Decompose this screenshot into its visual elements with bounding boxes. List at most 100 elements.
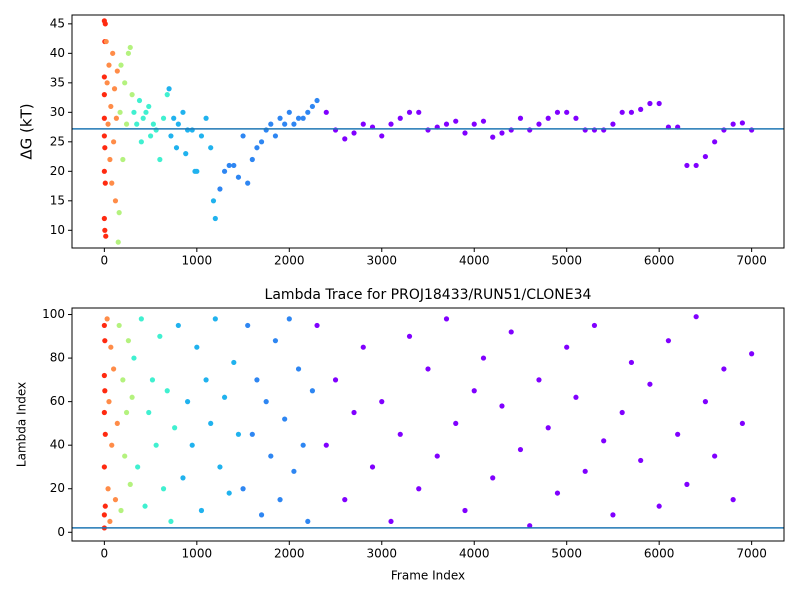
point xyxy=(309,388,316,394)
y-tick-label: 60 xyxy=(50,394,65,408)
x-tick-label: 1000 xyxy=(182,254,213,268)
point xyxy=(517,446,524,453)
x-tick-label: 2000 xyxy=(274,547,305,561)
point xyxy=(245,180,251,186)
point xyxy=(471,121,477,127)
point xyxy=(104,80,110,86)
point xyxy=(712,139,718,145)
point xyxy=(117,109,123,115)
point xyxy=(545,115,551,121)
x-tick-label: 0 xyxy=(101,254,109,268)
point xyxy=(149,377,156,383)
points xyxy=(101,18,755,245)
point xyxy=(249,156,255,163)
point xyxy=(103,233,109,239)
y-axis-label: ΔG (kT) xyxy=(18,103,36,159)
point xyxy=(406,109,413,115)
point xyxy=(564,344,570,350)
point xyxy=(573,394,579,400)
point xyxy=(123,121,130,127)
point xyxy=(453,118,459,124)
point xyxy=(102,180,108,186)
point xyxy=(107,518,113,525)
point xyxy=(693,314,699,320)
point xyxy=(116,210,122,216)
x-tick-label: 0 xyxy=(101,547,109,561)
point xyxy=(138,139,144,145)
point xyxy=(101,464,107,470)
point xyxy=(305,109,311,115)
chart-title: Lambda Trace for PROJ18433/RUN51/CLONE34 xyxy=(265,287,592,303)
x-tick-label: 5000 xyxy=(551,547,582,561)
point xyxy=(102,227,108,233)
point xyxy=(198,133,205,139)
point xyxy=(194,344,200,350)
point xyxy=(471,388,477,394)
point xyxy=(282,416,288,422)
point xyxy=(101,92,107,98)
x-tick-label: 2000 xyxy=(274,254,305,268)
point xyxy=(114,68,120,74)
point xyxy=(221,168,228,174)
point xyxy=(490,475,496,481)
point xyxy=(309,103,316,110)
point xyxy=(379,133,385,139)
point xyxy=(295,115,302,121)
point xyxy=(102,503,108,509)
point xyxy=(499,130,505,136)
point xyxy=(730,121,736,127)
y-tick-label: 35 xyxy=(50,75,65,89)
point xyxy=(175,322,181,329)
x-tick-label: 3000 xyxy=(366,254,397,268)
point xyxy=(610,121,616,127)
axes: 0 1000 2000 3000 4000 5000 6000 7000 0 20 40 60 80 10… xyxy=(15,287,785,583)
x-tick-label: 7000 xyxy=(736,547,767,561)
point xyxy=(105,486,111,492)
point xyxy=(610,512,616,518)
point xyxy=(101,322,107,329)
point xyxy=(107,156,113,163)
point xyxy=(180,109,186,115)
point xyxy=(172,425,178,431)
point xyxy=(101,115,107,121)
point xyxy=(120,377,126,383)
point xyxy=(647,381,653,387)
point xyxy=(194,168,200,174)
point xyxy=(111,86,118,92)
point xyxy=(140,115,146,121)
point xyxy=(721,366,727,372)
point xyxy=(693,162,699,169)
point xyxy=(120,156,126,163)
point xyxy=(166,86,172,92)
point xyxy=(125,338,132,344)
y-tick-label: 25 xyxy=(50,134,65,148)
x-tick-label: 4000 xyxy=(459,254,490,268)
point xyxy=(277,497,283,503)
point xyxy=(291,468,297,474)
point xyxy=(109,180,115,186)
point xyxy=(517,115,524,121)
point xyxy=(730,497,736,503)
point xyxy=(582,468,588,474)
point xyxy=(406,333,413,339)
point xyxy=(160,115,167,121)
point xyxy=(108,344,114,350)
point xyxy=(157,333,163,339)
point xyxy=(508,329,514,335)
point xyxy=(702,399,709,405)
point xyxy=(129,394,135,400)
point xyxy=(601,438,607,444)
y-axis-label: Lambda Index xyxy=(15,382,29,467)
point xyxy=(183,151,189,157)
point xyxy=(647,100,653,107)
point xyxy=(684,481,690,487)
x-tick-label: 6000 xyxy=(644,547,675,561)
point xyxy=(184,399,191,405)
x-tick-label: 6000 xyxy=(644,254,675,268)
point xyxy=(116,322,122,329)
point xyxy=(109,442,115,448)
point xyxy=(249,431,255,437)
point xyxy=(235,431,242,437)
point xyxy=(203,377,209,383)
